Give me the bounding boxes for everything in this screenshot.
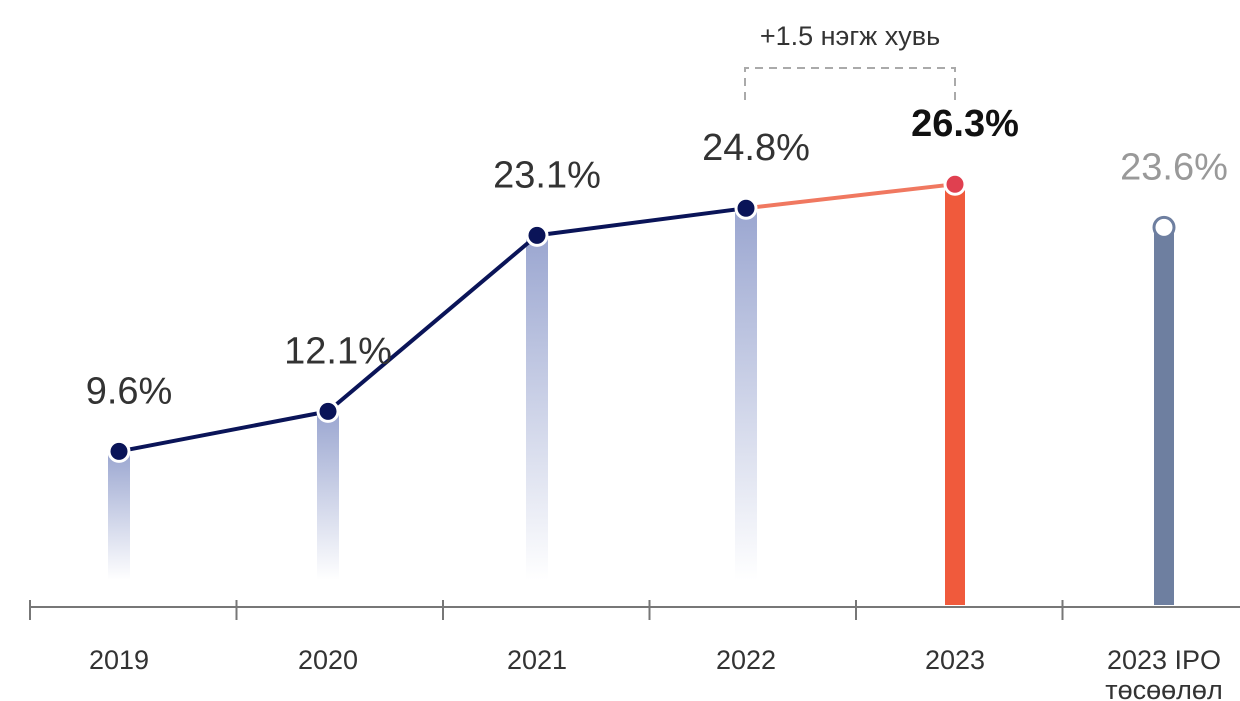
x-tick-label: 2021 xyxy=(506,645,568,675)
value-label: 26.3% xyxy=(911,103,1019,145)
bar xyxy=(945,184,965,605)
bar xyxy=(735,208,757,580)
value-label: 12.1% xyxy=(284,330,392,372)
x-tick-label: 2020 xyxy=(297,645,359,675)
line-segment xyxy=(326,233,539,413)
value-label: 23.6% xyxy=(1120,146,1228,188)
x-tick-label: 2023 IPO төсөөлөл xyxy=(1105,645,1223,701)
bar xyxy=(108,451,130,580)
annotation-bracket xyxy=(744,67,956,100)
value-label: 24.8% xyxy=(702,127,810,169)
point xyxy=(107,439,131,463)
point xyxy=(316,399,340,423)
bar xyxy=(526,235,548,580)
line-segment xyxy=(536,206,747,238)
annotation: +1.5 нэгж хувь xyxy=(760,21,940,51)
bar xyxy=(1154,227,1174,605)
point xyxy=(734,196,758,220)
x-tick-label: 2023 xyxy=(924,645,986,675)
point xyxy=(1152,215,1176,239)
line-segment xyxy=(118,409,329,454)
x-tick-label: 2019 xyxy=(88,645,150,675)
point xyxy=(525,223,549,247)
value-label: 9.6% xyxy=(86,370,173,412)
bar xyxy=(317,411,339,580)
point xyxy=(943,172,967,196)
value-label: 23.1% xyxy=(493,154,601,196)
x-tick-label: 2022 xyxy=(715,645,777,675)
line-segment xyxy=(745,182,956,211)
